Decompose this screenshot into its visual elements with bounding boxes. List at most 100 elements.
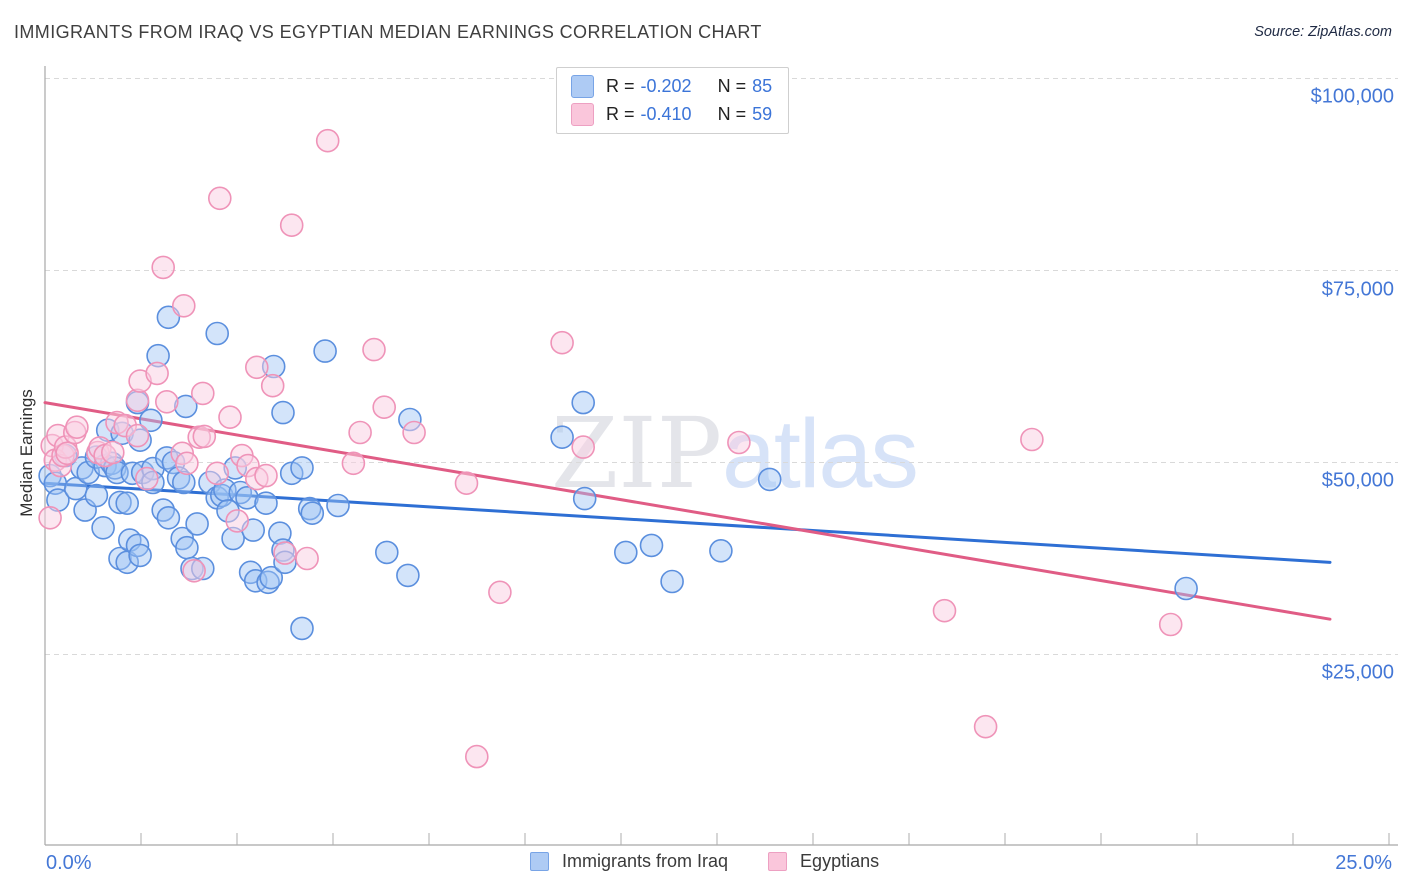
scatter-point-egyptian[interactable] [175, 451, 199, 476]
scatter-point-egyptian[interactable] [402, 420, 426, 445]
scatter-point-iraq[interactable] [175, 535, 199, 560]
scatter-point-iraq[interactable] [572, 486, 597, 511]
trend-line-egyptian [43, 401, 1332, 621]
scatter-point-egyptian[interactable] [1158, 612, 1183, 637]
legend-swatch-iraq [530, 852, 549, 871]
scatter-point-egyptian[interactable] [218, 405, 242, 430]
scatter-point-iraq[interactable] [1174, 576, 1198, 601]
scatter-point-egyptian[interactable] [192, 424, 217, 449]
scatter-point-egyptian[interactable] [101, 440, 125, 465]
scatter-point-egyptian[interactable] [341, 451, 366, 476]
scatter-point-iraq[interactable] [108, 490, 132, 515]
scatter-point-iraq[interactable] [313, 339, 337, 363]
r-label: R = [606, 76, 635, 96]
scatter-point-egyptian[interactable] [208, 186, 232, 211]
scatter-point-iraq[interactable] [271, 400, 295, 425]
scatter-point-egyptian[interactable] [191, 381, 215, 406]
scatter-point-egyptian[interactable] [55, 441, 79, 466]
y-tick-label-50000: $50,000 [1321, 469, 1394, 492]
scatter-point-egyptian[interactable] [182, 558, 206, 583]
scatter-point-egyptian[interactable] [135, 466, 159, 491]
scatter-point-egyptian[interactable] [727, 430, 751, 455]
scatter-point-egyptian[interactable] [260, 373, 285, 398]
x-axis-min-label: 0.0% [46, 852, 92, 874]
scatter-point-egyptian[interactable] [145, 361, 169, 386]
iraq-series-swatch [571, 75, 594, 98]
scatter-point-egyptian[interactable] [254, 463, 278, 488]
scatter-point-iraq[interactable] [108, 546, 132, 571]
legend-label-iraq: Immigrants from Iraq [562, 851, 729, 871]
scatter-point-iraq[interactable] [172, 470, 196, 495]
scatter-point-egyptian[interactable] [151, 255, 175, 280]
scatter-point-egyptian[interactable] [571, 435, 596, 459]
y-tick-label-25000: $25,000 [1321, 661, 1394, 684]
scatter-point-egyptian[interactable] [315, 128, 340, 153]
scatter-point-egyptian[interactable] [372, 395, 397, 420]
scatter-point-egyptian[interactable] [279, 213, 304, 237]
scatter-point-iraq[interactable] [374, 540, 399, 565]
scatter-point-egyptian[interactable] [348, 420, 372, 445]
correlation-stats-legend: R = -0.202 N = 85 R = -0.410 N = 59 [556, 67, 790, 134]
y-tick-label-75000: $75,000 [1321, 278, 1394, 301]
scatter-point-iraq[interactable] [290, 456, 314, 480]
zipatlas-watermark: ZIPatlas [551, 405, 919, 502]
trend-line-iraq [43, 481, 1332, 564]
scatter-point-iraq[interactable] [185, 512, 209, 536]
source-credit: Source: ZipAtlas.com [1254, 24, 1392, 40]
scatter-point-egyptian[interactable] [65, 415, 89, 440]
stats-row-iraq: R = -0.202 N = 85 [571, 75, 772, 98]
y-tick-label-100000: $100,000 [1310, 85, 1394, 108]
scatter-point-egyptian[interactable] [362, 337, 386, 362]
scatter-point-iraq[interactable] [235, 485, 259, 510]
y-axis-title: Median Earnings [17, 389, 36, 517]
r-label: R = [606, 104, 635, 124]
scatter-point-egyptian[interactable] [550, 330, 574, 355]
scatter-point-egyptian[interactable] [464, 744, 489, 769]
scatter-point-egyptian[interactable] [1020, 427, 1044, 452]
n-value-iraq: 85 [752, 76, 773, 96]
scatter-point-iraq[interactable] [139, 408, 163, 433]
scatter-point-egyptian[interactable] [38, 505, 62, 530]
scatter-point-iraq[interactable] [205, 321, 229, 346]
scatter-point-egyptian[interactable] [155, 389, 179, 414]
scatter-point-iraq[interactable] [254, 491, 278, 516]
stats-row-egyptians: R = -0.410 N = 59 [571, 103, 772, 126]
scatter-point-iraq[interactable] [660, 569, 684, 594]
scatter-point-egyptian[interactable] [973, 714, 998, 739]
scatter-point-iraq[interactable] [84, 483, 109, 508]
scatter-point-iraq[interactable] [300, 501, 325, 526]
scatter-point-egyptian[interactable] [488, 580, 512, 605]
scatter-point-iraq[interactable] [550, 425, 574, 450]
scatter-point-iraq[interactable] [128, 543, 152, 568]
scatter-point-iraq[interactable] [639, 533, 664, 558]
legend-item-iraq[interactable]: Immigrants from Iraq [530, 851, 728, 872]
scatter-point-iraq[interactable] [396, 563, 420, 588]
scatter-point-iraq[interactable] [91, 515, 115, 540]
x-axis-max-label: 25.0% [1335, 852, 1392, 874]
n-value-egyptians: 59 [752, 104, 773, 124]
scatter-point-egyptian[interactable] [172, 293, 196, 318]
scatter-point-iraq[interactable] [156, 505, 181, 530]
scatter-point-iraq[interactable] [709, 538, 733, 563]
scatter-point-egyptian[interactable] [244, 355, 269, 380]
scatter-point-egyptian[interactable] [454, 471, 479, 496]
n-label: N = [717, 76, 747, 96]
scatter-point-egyptian[interactable] [125, 423, 150, 448]
scatter-point-iraq[interactable] [571, 390, 596, 415]
scatter-point-egyptian[interactable] [295, 546, 319, 571]
n-label: N = [717, 104, 747, 124]
scatter-point-iraq[interactable] [757, 467, 782, 492]
scatter-point-iraq[interactable] [115, 491, 139, 516]
scatter-point-egyptian[interactable] [205, 461, 229, 486]
scatter-point-egyptian[interactable] [225, 509, 249, 533]
scatter-point-egyptian[interactable] [932, 598, 957, 623]
scatter-point-iraq[interactable] [259, 565, 284, 590]
scatter-point-iraq[interactable] [290, 616, 314, 641]
scatter-point-egyptian[interactable] [273, 541, 297, 565]
legend-swatch-egyptians [768, 852, 788, 871]
legend-item-egyptians[interactable]: Egyptians [768, 851, 879, 872]
scatter-point-iraq[interactable] [613, 540, 638, 565]
scatter-point-iraq[interactable] [326, 493, 350, 518]
